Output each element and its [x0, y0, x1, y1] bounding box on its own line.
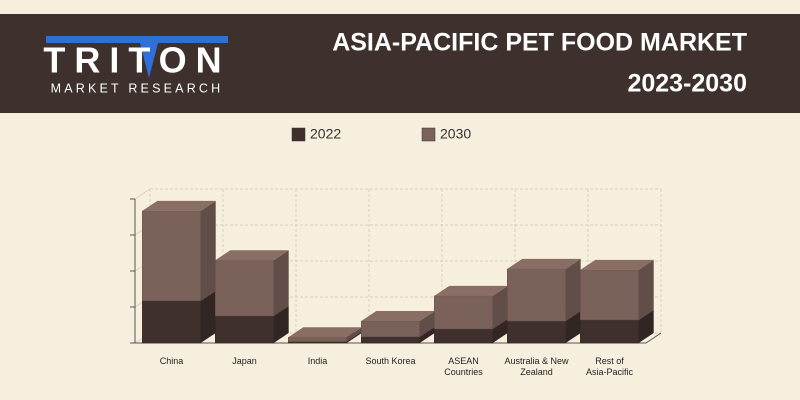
bar-top [361, 311, 435, 322]
logo-tagline: MARKET RESEARCH [51, 81, 224, 95]
bar-segment [580, 319, 639, 344]
bar-side [638, 259, 654, 320]
bar-top [507, 258, 581, 269]
bar-side [492, 285, 508, 329]
logo-mark [140, 43, 158, 78]
bar-top [215, 250, 289, 261]
header-band [0, 14, 800, 113]
floor-edge [645, 332, 662, 344]
grid-line [134, 188, 151, 200]
chart-title: ASIA-PACIFIC PET FOOD MARKET [332, 29, 747, 57]
x-tick-label: Rest of Asia-Pacific [586, 356, 634, 377]
bar-segment [580, 269, 639, 321]
legend-swatch [291, 127, 306, 142]
bar-top [142, 200, 216, 211]
bar-segment [361, 336, 420, 344]
bar-side [273, 306, 289, 343]
bar-segment [434, 295, 493, 330]
bar-segment [434, 328, 493, 344]
bar-segment [215, 315, 274, 344]
x-tick-label: South Korea [365, 356, 415, 366]
bar-segment [507, 268, 566, 322]
bar-side [419, 311, 435, 337]
bar-side [273, 250, 289, 316]
bar-segment [142, 210, 201, 302]
bar-side [200, 290, 216, 343]
bar-segment [288, 336, 347, 342]
bar-top [434, 285, 508, 296]
bar-side [638, 309, 654, 343]
logo-name: TRITON [43, 40, 230, 81]
legend-label: 2030 [440, 126, 471, 142]
bar-side [346, 331, 362, 343]
x-tick-label: ASEAN Countries [444, 356, 483, 377]
bar-segment [507, 320, 566, 344]
x-tick-label: Australia & New Zealand [504, 356, 569, 377]
bar-side [346, 327, 362, 342]
logo-bar [46, 36, 228, 43]
bar-top [288, 327, 362, 338]
legend-swatch [421, 127, 436, 142]
x-tick-label: India [308, 356, 328, 366]
bar-side [565, 311, 581, 343]
x-tick-label: Japan [232, 356, 257, 366]
bar-top [580, 259, 654, 270]
x-tick-label: China [160, 356, 184, 366]
bar-segment [142, 300, 201, 344]
chart-subtitle: 2023-2030 [627, 70, 747, 98]
bar-side [200, 200, 216, 301]
bar-side [419, 326, 435, 343]
legend-label: 2022 [310, 126, 341, 142]
bar-side [565, 258, 581, 322]
bar-side [492, 318, 508, 343]
bar-segment [215, 259, 274, 317]
bar-segment [361, 320, 420, 338]
